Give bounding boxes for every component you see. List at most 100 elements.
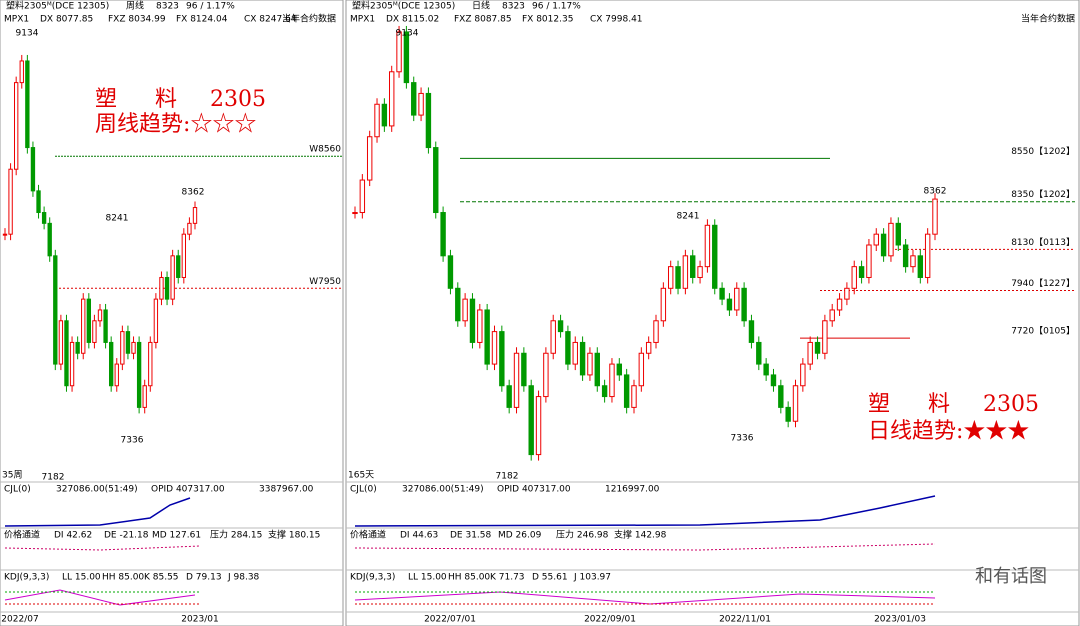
candle xyxy=(142,385,147,408)
candle xyxy=(469,298,476,343)
candle xyxy=(844,287,850,300)
candle xyxy=(103,309,108,343)
header-text: 8323 xyxy=(156,2,179,12)
candle xyxy=(594,352,600,387)
candle xyxy=(36,190,41,214)
channel-text: 价格通道 xyxy=(350,529,386,541)
candle xyxy=(192,207,198,224)
info-text: FX 8124.04 xyxy=(176,15,228,25)
candle xyxy=(910,255,916,268)
candle xyxy=(176,255,181,278)
period-label: 165天 xyxy=(348,471,374,481)
candle xyxy=(366,136,373,181)
indicator-lines xyxy=(4,495,936,606)
candle xyxy=(785,406,791,422)
channel-text: DE -21.18 xyxy=(104,531,149,541)
candle xyxy=(19,60,24,84)
candle xyxy=(645,341,652,354)
candle xyxy=(499,331,505,387)
info-text: DX 8077.85 xyxy=(40,15,93,25)
candle xyxy=(352,212,358,215)
candle xyxy=(756,341,762,365)
price-label: 8241 xyxy=(106,214,129,224)
candle xyxy=(389,71,395,127)
price-label: 7182 xyxy=(42,473,65,483)
price-label: 9134 xyxy=(16,29,39,39)
cjl-text: CJL(0) xyxy=(4,485,31,495)
candle xyxy=(836,298,843,311)
candle xyxy=(513,352,520,408)
candle xyxy=(917,255,924,278)
candle xyxy=(41,212,47,224)
date-label: 2022/07 xyxy=(1,615,38,625)
candle xyxy=(565,331,571,365)
candle xyxy=(2,233,8,236)
candle xyxy=(81,298,86,354)
channel-text: 支撑 142.98 xyxy=(614,529,667,541)
candle xyxy=(543,352,549,398)
cjl-text: 3387967.00 xyxy=(259,485,314,495)
candle xyxy=(120,331,125,365)
kdj-text: D 79.13 xyxy=(186,573,222,583)
candle xyxy=(675,266,681,289)
kdj-text: K 85.55 xyxy=(144,573,179,583)
candle xyxy=(660,287,667,322)
candle xyxy=(726,298,733,311)
candle xyxy=(770,374,777,387)
period-label: 35周 xyxy=(2,470,22,481)
right-frame xyxy=(345,0,1080,626)
candle xyxy=(587,352,593,376)
header-text: 8323 xyxy=(502,2,525,12)
candle xyxy=(425,92,432,149)
header-text: 日线 xyxy=(472,0,490,12)
candle xyxy=(807,341,813,365)
candle xyxy=(69,341,75,387)
candle xyxy=(136,341,142,408)
candle xyxy=(30,147,36,192)
candle xyxy=(455,287,461,322)
candle xyxy=(697,266,703,278)
header-text: 96 / 1.17% xyxy=(186,2,235,12)
candle xyxy=(64,320,69,387)
date-label: 2022/07/01 xyxy=(424,615,476,625)
candle xyxy=(109,341,114,387)
info-text: FX 8012.35 xyxy=(522,15,573,25)
channel-text: DI 44.63 xyxy=(400,531,438,541)
candle xyxy=(704,224,711,268)
kdj-text: J 103.97 xyxy=(573,573,611,583)
candle xyxy=(396,31,402,73)
candle xyxy=(148,341,153,387)
price-label: 9134 xyxy=(396,29,419,39)
kdj-text: D 55.61 xyxy=(532,573,568,583)
price-label: 7336 xyxy=(731,434,754,444)
candle xyxy=(609,363,615,398)
cjl-text: 327086.00(51:49) xyxy=(402,485,484,495)
info-text: FXZ 8087.85 xyxy=(454,15,512,25)
info-text: MPX1 xyxy=(4,15,29,25)
candle xyxy=(359,179,366,214)
panel-dividers xyxy=(0,481,1079,613)
candle xyxy=(125,331,131,354)
candle xyxy=(187,222,192,235)
cjl-text: CJL(0) xyxy=(350,485,377,495)
cjl-text: OPID 407317.00 xyxy=(151,485,225,495)
kdj-text: KDJ(9,3,3) xyxy=(4,573,49,583)
candle xyxy=(418,92,424,116)
watermark: 和有话图 xyxy=(975,566,1047,587)
candle xyxy=(601,385,608,398)
title-text: 2305 xyxy=(983,392,1039,417)
channel-text: MD 127.61 xyxy=(152,531,201,541)
candle xyxy=(75,341,80,354)
level-label: 7720【0105】 xyxy=(1011,326,1075,337)
candle xyxy=(778,385,784,408)
title-text: 塑 xyxy=(95,87,117,112)
candle xyxy=(829,309,835,322)
info-text: CX 8247.64 xyxy=(244,15,297,25)
candle xyxy=(25,60,30,149)
candle xyxy=(114,363,119,387)
candle xyxy=(506,385,512,408)
candle xyxy=(131,341,136,354)
channel-text: 压力 284.15 xyxy=(210,529,262,541)
candle xyxy=(447,255,454,289)
candle xyxy=(92,320,97,343)
